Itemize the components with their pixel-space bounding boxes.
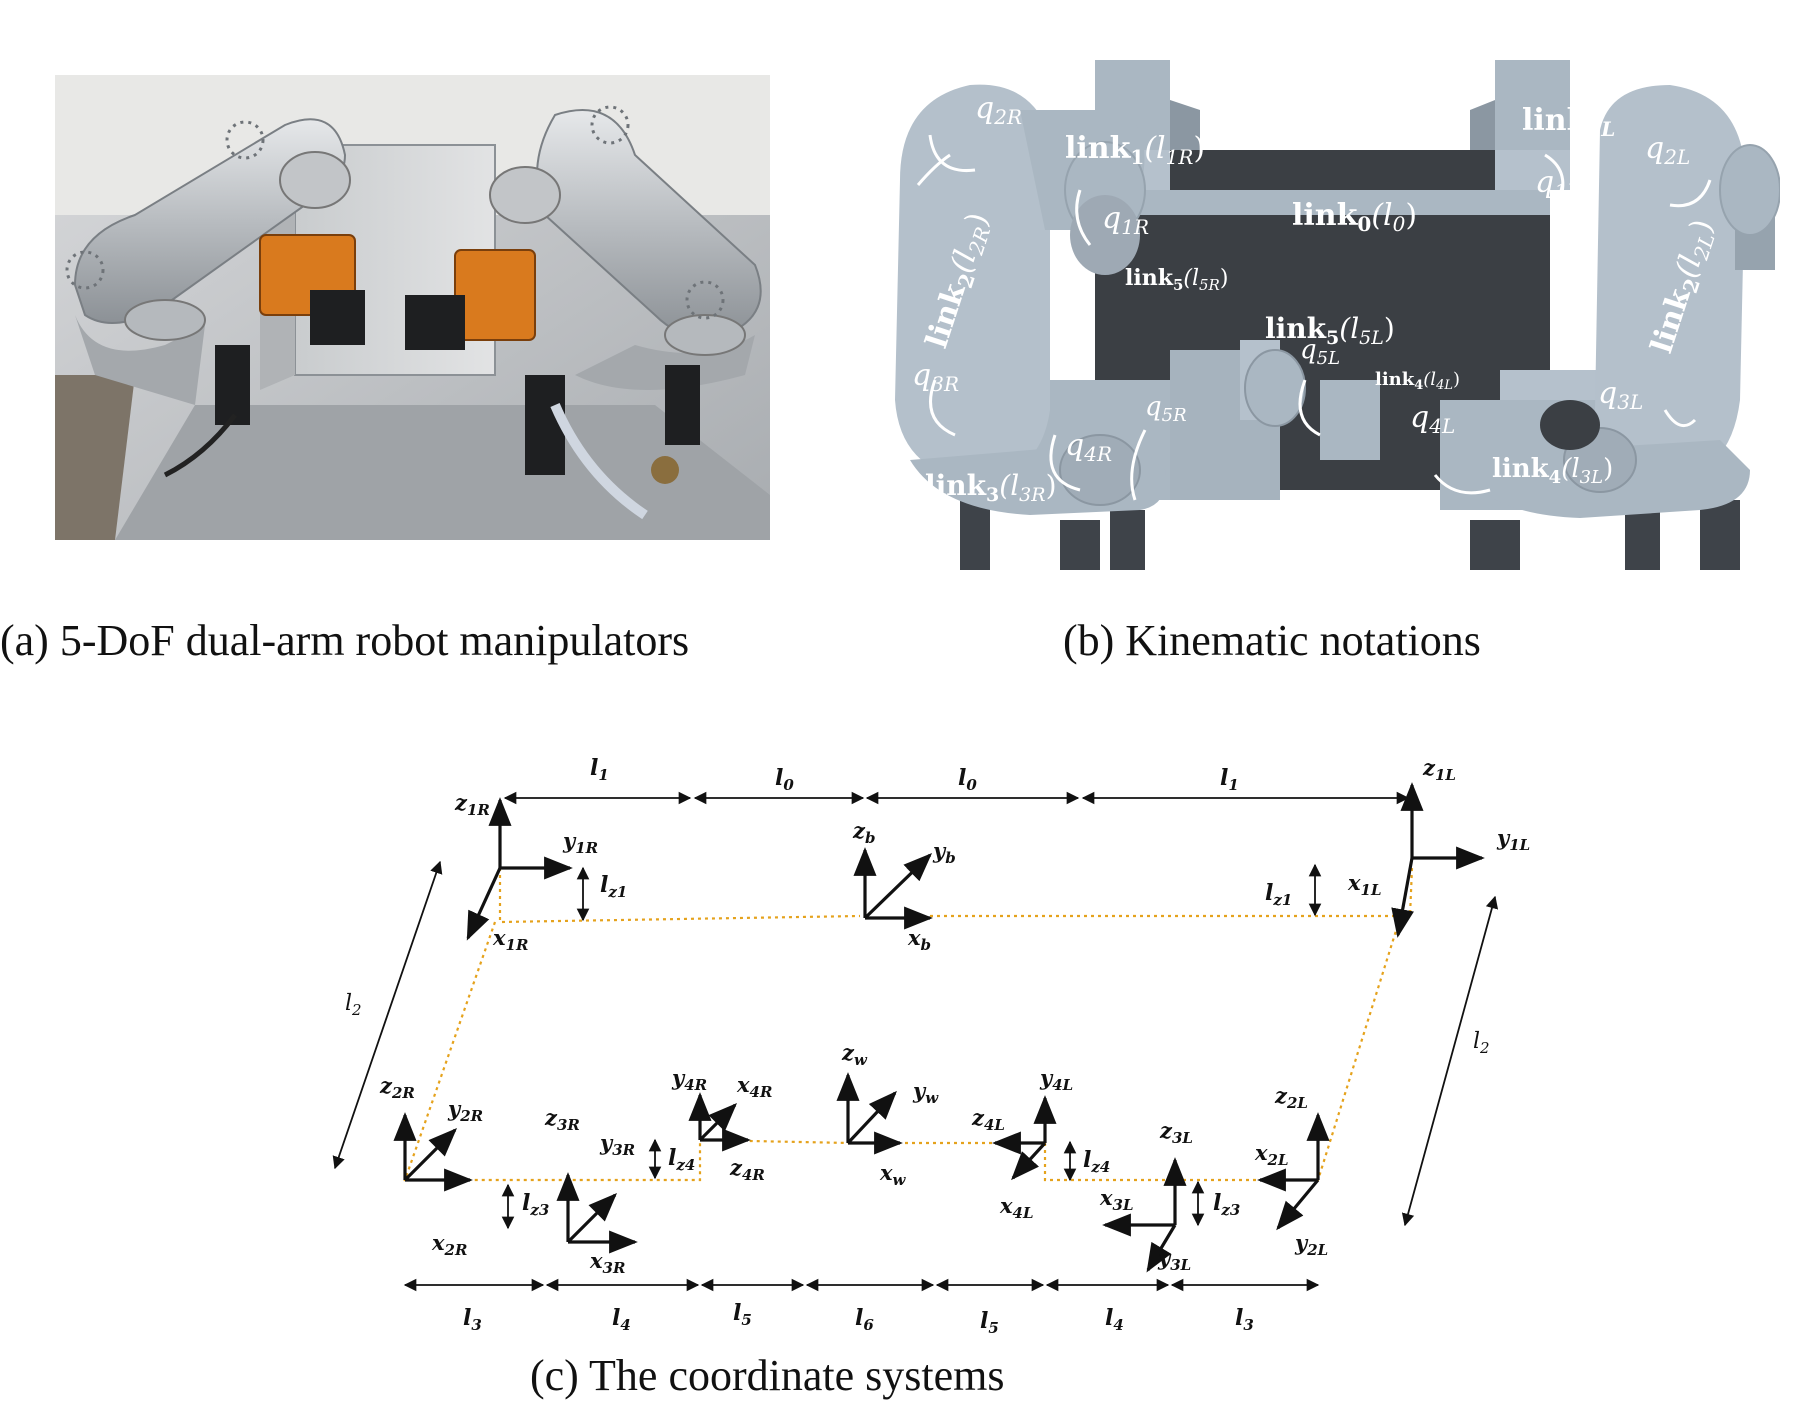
dim-bottom-l3-right: l3 bbox=[463, 1305, 482, 1334]
label-y1R: y1R bbox=[562, 828, 598, 857]
label-q5R: q5R bbox=[1145, 392, 1187, 426]
label-link0: link0(l0) bbox=[1292, 198, 1417, 236]
arc-q5R bbox=[1130, 429, 1147, 501]
label-link5L: link5(l5L) bbox=[1265, 312, 1395, 349]
label-z2L: z2L bbox=[1274, 1083, 1308, 1112]
label-y3R: y3R bbox=[599, 1130, 635, 1159]
label-x3R: x3R bbox=[589, 1248, 625, 1277]
label-y3L: y3L bbox=[1157, 1245, 1191, 1274]
arc-q3L bbox=[1663, 409, 1697, 428]
caption-c: (c) The coordinate systems bbox=[530, 1351, 1005, 1400]
dim-lz3-left: lz3 bbox=[1213, 1190, 1240, 1219]
label-y2L: y2L bbox=[1294, 1230, 1328, 1259]
dim-lz3-right: lz3 bbox=[522, 1190, 549, 1219]
arc-q4R bbox=[1049, 434, 1081, 492]
label-yw: yw bbox=[912, 1078, 939, 1107]
coordinate-systems-panel: z1R y1R x1R z1L y1L x1L zb yb xb z2R y2R… bbox=[0, 740, 1811, 1340]
label-zb: zb bbox=[852, 818, 875, 847]
kinematic-notation-panel: q2R link1(l1R) link1L q2L q1R link0(l0) … bbox=[880, 40, 1781, 570]
label-q4R: q4R bbox=[1065, 428, 1112, 466]
label-z3L: z3L bbox=[1159, 1118, 1193, 1147]
label-q4L: q4L bbox=[1410, 400, 1455, 438]
label-x1R: x1R bbox=[492, 925, 528, 954]
joint-arcs bbox=[916, 134, 1712, 501]
dim-bottom-l5-left: l5 bbox=[980, 1308, 999, 1337]
label-y4L: y4L bbox=[1039, 1065, 1073, 1094]
dimension-lines bbox=[332, 791, 1499, 1292]
label-x2R: x2R bbox=[431, 1230, 467, 1259]
dim-l2-right: l2 bbox=[345, 991, 362, 1019]
arc-q3R bbox=[929, 379, 956, 437]
label-x3L: x3L bbox=[1099, 1185, 1134, 1214]
dim-lz1-right: lz1 bbox=[600, 872, 627, 901]
label-q1L: q1L bbox=[1535, 165, 1580, 203]
label-yb: yb bbox=[932, 838, 956, 867]
label-q3L: q3L bbox=[1598, 376, 1643, 414]
label-q1R: q1R bbox=[1102, 201, 1149, 239]
label-zw: zw bbox=[841, 1040, 868, 1069]
dim-l2-left: l2 bbox=[1473, 1029, 1490, 1057]
label-x4R: x4R bbox=[736, 1072, 772, 1101]
kinematic-render: q2R link1(l1R) link1L q2L q1R link0(l0) … bbox=[895, 60, 1781, 570]
label-q2L: q2L bbox=[1645, 131, 1690, 169]
label-z4L: z4L bbox=[971, 1105, 1005, 1134]
label-y1L: y1L bbox=[1496, 825, 1530, 854]
label-z1R: z1R bbox=[454, 790, 490, 819]
dim-top-l1-left: l1 bbox=[1220, 765, 1239, 794]
label-x1L: x1L bbox=[1347, 870, 1382, 899]
arc-q2R bbox=[928, 134, 976, 173]
label-link1R: link1(l1R) bbox=[1065, 131, 1205, 169]
arc-q2L bbox=[1669, 179, 1712, 208]
label-link4L: link4(l4L) bbox=[1375, 369, 1460, 393]
label-xw: xw bbox=[879, 1160, 907, 1189]
caption-b: (b) Kinematic notations bbox=[1063, 616, 1481, 665]
label-q2R: q2R bbox=[975, 91, 1022, 129]
dim-bottom-l4-left: l4 bbox=[1105, 1305, 1124, 1334]
dim-bottom-l6: l6 bbox=[855, 1305, 874, 1334]
dim-bottom-l3-left: l3 bbox=[1235, 1305, 1254, 1334]
label-link1L: link1L bbox=[1522, 103, 1615, 141]
label-q3R: q3R bbox=[912, 358, 959, 396]
label-z3R: z3R bbox=[544, 1105, 580, 1134]
dim-top-l0-right: l0 bbox=[958, 765, 977, 794]
arc-q1L bbox=[1544, 153, 1565, 201]
robot-photo-panel bbox=[55, 75, 770, 540]
dim-top-l1-right: l1 bbox=[590, 755, 609, 784]
caption-a: (a) 5-DoF dual-arm robot manipulators bbox=[0, 616, 690, 665]
label-link3R: link3(l3R) bbox=[925, 469, 1057, 506]
arc-link2R bbox=[916, 153, 951, 186]
robot-cad-model bbox=[895, 60, 1781, 570]
label-x2L: x2L bbox=[1254, 1140, 1289, 1169]
dim-lz1-left: lz1 bbox=[1265, 880, 1292, 909]
arc-q1R bbox=[1075, 189, 1092, 246]
label-x4L: x4L bbox=[999, 1193, 1034, 1222]
robot-photo bbox=[55, 75, 770, 540]
dim-lz4-right: lz4 bbox=[668, 1145, 695, 1174]
dim-bottom-l5-right: l5 bbox=[733, 1300, 752, 1329]
label-y4R: y4R bbox=[671, 1065, 707, 1094]
dim-bottom-l4-right: l4 bbox=[612, 1305, 631, 1334]
arc-q4L bbox=[1433, 474, 1491, 495]
label-z2R: z2R bbox=[379, 1073, 415, 1102]
arc-q5L bbox=[1298, 379, 1321, 437]
label-z1L: z1L bbox=[1422, 755, 1456, 784]
label-q5L: q5L bbox=[1300, 335, 1340, 369]
label-link4-3L: link4(l3L) bbox=[1492, 454, 1613, 488]
dim-top-l0-left: l0 bbox=[775, 765, 794, 794]
label-link5R: link5(l5R) bbox=[1125, 265, 1228, 294]
label-z4R: z4R bbox=[729, 1155, 765, 1184]
coordinate-diagram: z1R y1R x1R z1L y1L x1L zb yb xb z2R y2R… bbox=[332, 755, 1530, 1337]
label-y2R: y2R bbox=[447, 1096, 483, 1125]
dim-lz4-left: lz4 bbox=[1083, 1147, 1110, 1176]
label-xb: xb bbox=[907, 925, 931, 954]
